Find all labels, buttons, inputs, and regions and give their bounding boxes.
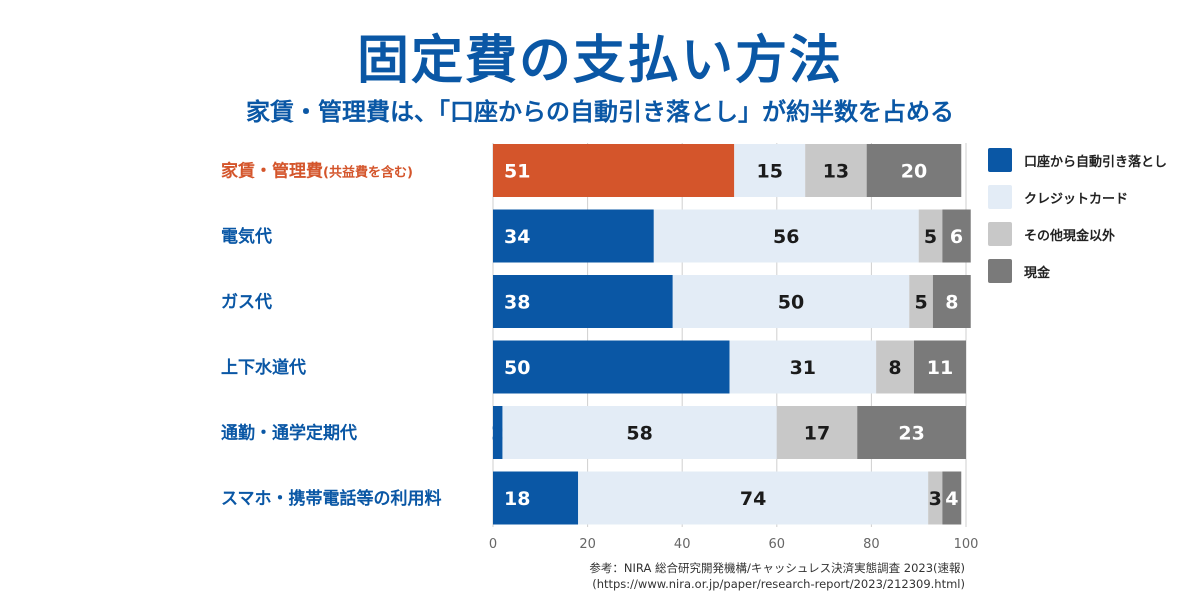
x-tick-label: 20 bbox=[579, 537, 596, 552]
bar-segment bbox=[578, 471, 929, 525]
data-label: 17 bbox=[804, 423, 830, 445]
bar-segment bbox=[493, 275, 673, 328]
bar-segment bbox=[672, 275, 910, 328]
bar-segment bbox=[493, 471, 579, 525]
data-label: 4 bbox=[945, 488, 958, 510]
legend-item: クレジットカード bbox=[988, 184, 1167, 210]
bar-segment bbox=[857, 406, 966, 459]
category-label: 電気代 bbox=[221, 226, 272, 247]
bar-segment bbox=[502, 406, 777, 459]
data-label: 5 bbox=[914, 292, 927, 314]
data-label: 18 bbox=[504, 488, 530, 510]
bar-segment bbox=[653, 209, 919, 263]
bar-segment bbox=[805, 144, 867, 197]
bar-segment bbox=[913, 340, 966, 394]
bar-segment bbox=[942, 209, 971, 263]
data-label: 50 bbox=[504, 357, 530, 379]
source-url: (https://www.nira.or.jp/paper/research-r… bbox=[592, 577, 965, 591]
category-label: スマホ・携帯電話等の利用料 bbox=[221, 488, 442, 509]
legend-swatch bbox=[988, 148, 1012, 172]
x-tick-label: 0 bbox=[489, 537, 497, 552]
bar-segment bbox=[493, 209, 654, 263]
category-label: 家賃・管理費(共益費を含む) bbox=[221, 161, 413, 182]
bar-segment bbox=[734, 144, 806, 197]
bar-segment bbox=[918, 209, 943, 263]
data-label: 15 bbox=[756, 161, 782, 183]
data-label: 34 bbox=[504, 226, 530, 248]
category-label: ガス代 bbox=[221, 292, 272, 313]
data-label: 56 bbox=[773, 226, 799, 248]
chart-subtitle: 家賃・管理費は、「口座からの自動引き落とし」が約半数を占める bbox=[246, 98, 954, 126]
data-label: 8 bbox=[945, 292, 958, 314]
x-tick-label: 40 bbox=[674, 537, 691, 552]
category-label: 通勤・通学定期代 bbox=[221, 423, 357, 444]
legend-label: 現金 bbox=[1024, 265, 1051, 281]
bar-segment bbox=[909, 275, 933, 328]
data-label: 2 bbox=[491, 423, 504, 445]
chart-legend: 口座から自動引き落とし クレジットカード その他現金以外 現金 bbox=[988, 147, 1167, 295]
legend-swatch bbox=[988, 222, 1012, 246]
chart-title: 固定費の支払い方法 bbox=[356, 31, 843, 91]
data-label: 74 bbox=[740, 488, 766, 510]
bar-segment bbox=[493, 144, 735, 197]
data-label: 51 bbox=[504, 161, 530, 183]
x-tick-label: 80 bbox=[863, 537, 880, 552]
bar-segment bbox=[493, 340, 730, 394]
legend-swatch bbox=[988, 259, 1012, 283]
x-tick-label: 100 bbox=[954, 537, 979, 552]
data-label: 31 bbox=[790, 357, 816, 379]
data-label: 5 bbox=[924, 226, 937, 248]
data-label: 20 bbox=[901, 161, 927, 183]
data-label: 58 bbox=[626, 423, 652, 445]
legend-item: その他現金以外 bbox=[988, 221, 1167, 247]
bar-segment bbox=[932, 275, 971, 328]
bar-segment bbox=[776, 406, 858, 459]
bar-segment bbox=[493, 406, 503, 459]
data-label: 3 bbox=[929, 488, 942, 510]
legend-label: その他現金以外 bbox=[1024, 228, 1116, 244]
legend-item: 現金 bbox=[988, 258, 1167, 284]
data-label: 13 bbox=[823, 161, 849, 183]
data-label: 50 bbox=[778, 292, 804, 314]
legend-label: 口座から自動引き落とし bbox=[1024, 154, 1168, 170]
category-label: 上下水道代 bbox=[221, 357, 306, 378]
bar-segment bbox=[876, 340, 914, 394]
bar-segment bbox=[942, 471, 962, 525]
legend-swatch bbox=[988, 185, 1012, 209]
x-tick-label: 60 bbox=[769, 537, 786, 552]
data-label: 38 bbox=[504, 292, 530, 314]
data-label: 8 bbox=[888, 357, 901, 379]
legend-item: 口座から自動引き落とし bbox=[988, 147, 1167, 173]
source-note: 参考：NIRA 総合研究開発機構/キャッシュレス決済実態調査 2023(速報) bbox=[589, 561, 965, 575]
data-label: 6 bbox=[950, 226, 963, 248]
legend-label: クレジットカード bbox=[1024, 191, 1129, 207]
bar-segment bbox=[928, 471, 943, 525]
data-label: 23 bbox=[898, 423, 924, 445]
data-label: 11 bbox=[927, 357, 953, 379]
bar-segment bbox=[729, 340, 877, 394]
bar-segment bbox=[866, 144, 962, 197]
